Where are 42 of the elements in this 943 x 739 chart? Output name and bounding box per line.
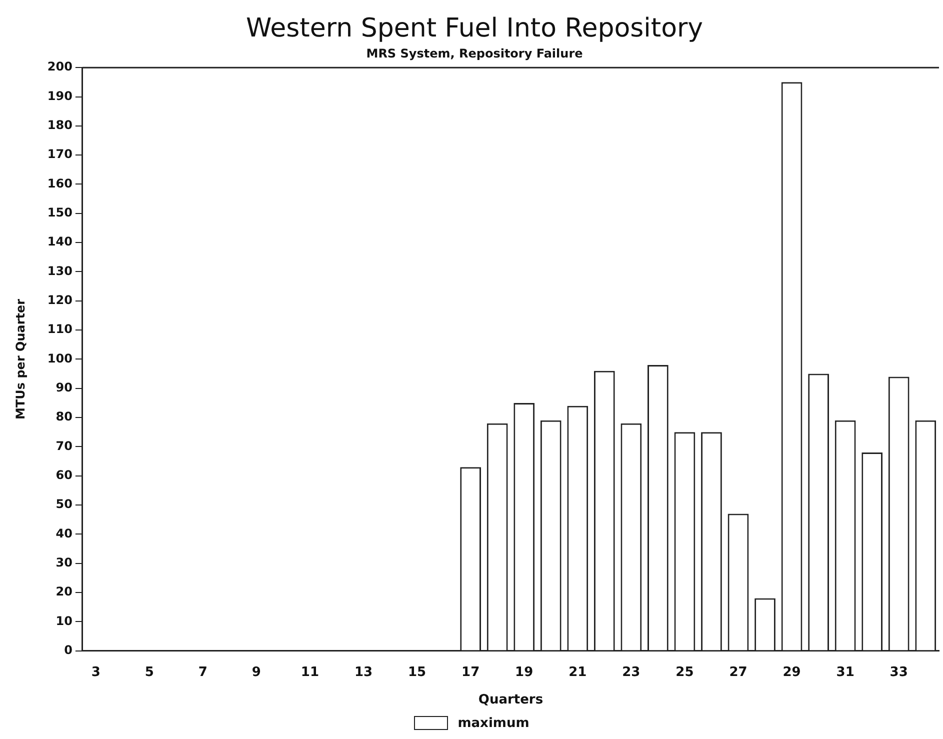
x-tick-label: 5 xyxy=(144,664,154,680)
x-tick-label: 31 xyxy=(836,664,854,680)
x-tick-label: 15 xyxy=(408,664,426,680)
chart-title: Western Spent Fuel Into Repository xyxy=(246,13,704,44)
x-tick-label: 33 xyxy=(890,664,908,680)
x-axis-title: Quarters xyxy=(478,692,544,708)
y-tick-label: 150 xyxy=(47,206,72,220)
chart-subtitle: MRS System, Repository Failure xyxy=(366,46,583,61)
x-tick-label: 3 xyxy=(91,664,100,680)
y-tick-label: 60 xyxy=(56,468,72,482)
y-tick-label: 200 xyxy=(47,60,72,74)
y-tick-label: 180 xyxy=(47,118,72,132)
x-tick-label: 23 xyxy=(622,664,640,680)
y-tick-label: 140 xyxy=(47,234,72,249)
y-tick-label: 50 xyxy=(56,497,72,512)
x-tick-label: 25 xyxy=(676,664,694,680)
y-tick-label: 190 xyxy=(47,88,72,103)
x-tick-label: 17 xyxy=(462,664,480,680)
y-tick-label: 80 xyxy=(56,410,72,424)
y-tick-label: 170 xyxy=(47,147,72,162)
x-tick-label: 11 xyxy=(300,664,320,680)
x-tick-label: 7 xyxy=(198,664,208,680)
y-tick-label: 130 xyxy=(47,264,72,278)
y-tick-label: 30 xyxy=(56,555,72,570)
y-tick-label: 100 xyxy=(47,351,72,366)
x-tick-label: 27 xyxy=(729,664,748,680)
y-axis-title: MTUs per Quarter xyxy=(13,298,28,420)
y-tick-label: 0 xyxy=(64,642,72,657)
y-tick-label: 90 xyxy=(56,380,72,394)
y-tick-label: 40 xyxy=(56,526,72,540)
x-tick-label: 29 xyxy=(782,664,801,680)
x-tick-label: 9 xyxy=(252,664,261,680)
x-tick-label: 19 xyxy=(515,664,534,680)
text: maximum xyxy=(458,716,530,730)
y-tick-label: 20 xyxy=(56,584,72,599)
x-tick-label: 13 xyxy=(354,664,373,680)
y-tick-label: 160 xyxy=(47,176,72,190)
x-tick-label: 21 xyxy=(568,664,587,680)
y-tick-label: 70 xyxy=(56,438,72,453)
y-tick-label: 10 xyxy=(56,614,72,628)
y-tick-label: 110 xyxy=(47,322,72,336)
y-tick-label: 120 xyxy=(47,293,72,308)
